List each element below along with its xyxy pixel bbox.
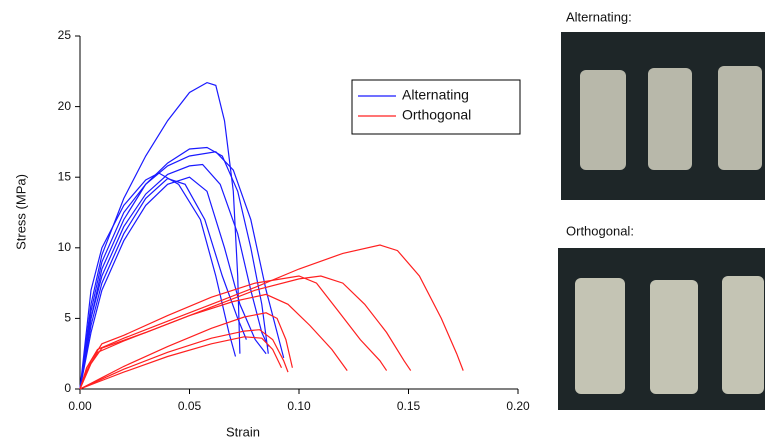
- panel-label: Alternating:: [566, 9, 632, 24]
- panel-label: Orthogonal:: [566, 223, 634, 238]
- y-tick-label: 10: [58, 240, 72, 254]
- sample: [580, 66, 762, 170]
- x-tick-label: 0.05: [178, 399, 202, 413]
- x-tick-label: 0.00: [68, 399, 92, 413]
- x-tick-label: 0.10: [287, 399, 311, 413]
- curve: [79, 293, 348, 390]
- curve: [79, 275, 412, 390]
- y-tick-label: 15: [58, 169, 72, 183]
- y-axis-label: Stress (MPa): [13, 174, 28, 250]
- x-tick-label: 0.20: [506, 399, 530, 413]
- curve: [79, 146, 269, 390]
- y-tick-label: 20: [58, 99, 72, 113]
- legend-label: Orthogonal: [402, 107, 471, 123]
- curve: [79, 81, 241, 390]
- curve: [79, 177, 247, 390]
- curve: [79, 163, 269, 390]
- curve: [79, 151, 285, 390]
- curve: [79, 275, 388, 390]
- curve: [79, 312, 293, 390]
- y-tick-label: 0: [64, 381, 71, 395]
- y-tick-label: 5: [64, 311, 71, 325]
- y-tick-label: 25: [58, 28, 72, 42]
- curve: [79, 336, 283, 390]
- curve: [79, 176, 267, 390]
- legend-box: [351, 79, 521, 135]
- curve: [79, 329, 289, 390]
- photos: Alternating: Orthogonal:: [558, 9, 765, 410]
- x-tick-label: 0.15: [397, 399, 421, 413]
- x-axis-label: Strain: [226, 424, 260, 439]
- legend-label: Alternating: [402, 87, 469, 103]
- sample: [575, 276, 764, 394]
- curve: [79, 244, 464, 390]
